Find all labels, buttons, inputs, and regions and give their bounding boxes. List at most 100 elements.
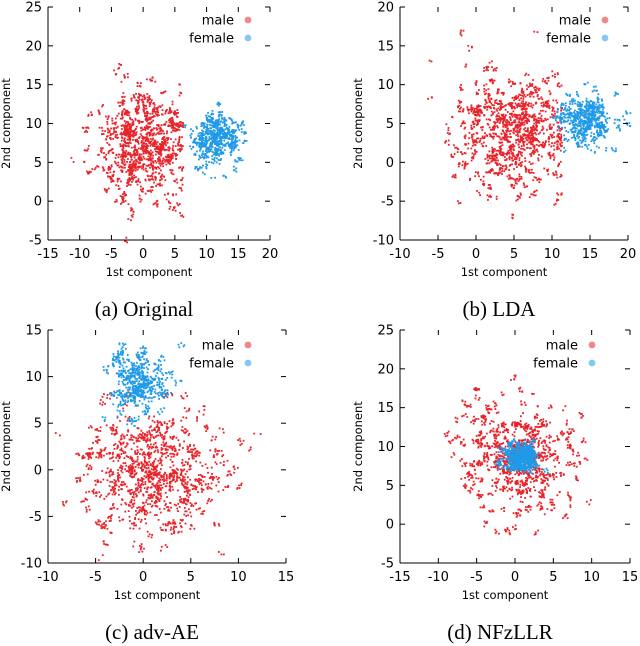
male-point	[533, 146, 536, 149]
female-point	[220, 158, 222, 160]
male-point	[165, 144, 167, 147]
male-point	[516, 127, 519, 129]
male-point	[495, 102, 498, 105]
male-point	[519, 136, 522, 138]
female-point	[214, 150, 217, 153]
male-point	[463, 122, 466, 125]
male-point	[518, 129, 521, 132]
male-point	[545, 102, 548, 104]
male-point	[518, 99, 521, 101]
female-point	[561, 112, 564, 115]
female-point	[584, 110, 587, 113]
male-point	[140, 165, 142, 168]
male-point	[142, 138, 145, 141]
male-point	[545, 100, 548, 103]
male-point	[98, 113, 101, 116]
male-point	[121, 114, 123, 117]
male-point	[140, 486, 142, 489]
female-point	[237, 156, 240, 159]
male-point	[521, 139, 524, 142]
female-point	[219, 146, 221, 149]
female-point	[591, 101, 594, 103]
female-point	[579, 131, 582, 134]
male-point	[180, 419, 183, 422]
male-point	[131, 166, 134, 169]
male-point	[135, 99, 138, 102]
male-point	[450, 153, 453, 156]
male-point	[186, 429, 189, 432]
male-point	[130, 500, 133, 502]
female-point	[559, 116, 562, 119]
male-point	[145, 151, 147, 153]
female-point	[228, 133, 231, 135]
female-point	[595, 137, 598, 140]
female-point	[592, 110, 595, 112]
male-point	[529, 141, 531, 144]
male-point	[536, 95, 539, 98]
female-point	[585, 134, 588, 137]
male-point	[132, 178, 134, 181]
female-point	[229, 134, 231, 137]
male-point	[170, 153, 172, 156]
male-point	[127, 76, 129, 79]
male-point	[506, 129, 509, 132]
male-point	[169, 458, 172, 461]
male-point	[122, 197, 125, 200]
female-point	[555, 117, 558, 120]
female-point	[564, 113, 567, 116]
male-point	[512, 132, 515, 135]
male-point	[536, 31, 539, 34]
male-point	[191, 451, 194, 453]
female-point	[618, 119, 621, 121]
male-point	[169, 169, 172, 171]
male-point	[177, 112, 179, 114]
male-point	[530, 90, 532, 93]
female-point	[584, 144, 586, 146]
male-point	[159, 126, 162, 129]
x-tick-label: 5	[171, 247, 179, 262]
male-point	[182, 397, 185, 400]
male-point	[124, 199, 127, 202]
male-point	[467, 142, 470, 145]
male-point	[520, 154, 523, 157]
male-point	[525, 185, 528, 188]
male-point	[189, 502, 192, 504]
male-point	[159, 146, 162, 148]
female-point	[203, 143, 206, 146]
female-point	[211, 143, 213, 146]
female-point	[565, 138, 567, 140]
female-point	[577, 137, 580, 140]
male-point	[147, 159, 150, 162]
male-point	[123, 120, 126, 122]
male-point	[477, 92, 480, 95]
male-point	[502, 152, 505, 155]
female-point	[205, 155, 208, 158]
x-tick-label: 0	[139, 247, 147, 262]
female-point	[625, 112, 628, 115]
female-point	[608, 117, 611, 120]
female-point	[594, 114, 597, 116]
male-point	[556, 101, 559, 104]
male-point	[510, 129, 512, 132]
male-point	[492, 112, 495, 115]
male-point	[499, 116, 502, 119]
male-point	[556, 145, 559, 148]
male-point	[126, 142, 129, 144]
male-point	[488, 106, 491, 109]
male-point	[149, 434, 152, 437]
male-point	[112, 127, 115, 130]
male-point	[503, 170, 506, 173]
male-point	[529, 147, 532, 150]
male-point	[108, 175, 111, 178]
male-point	[521, 103, 524, 105]
male-point	[151, 160, 154, 163]
male-point	[480, 110, 483, 112]
female-point	[585, 106, 587, 109]
female-point	[214, 122, 217, 124]
male-point	[181, 483, 184, 486]
male-point	[511, 183, 514, 186]
male-point	[456, 105, 459, 108]
male-point	[514, 161, 517, 164]
male-point	[124, 124, 127, 127]
male-point	[132, 162, 134, 165]
